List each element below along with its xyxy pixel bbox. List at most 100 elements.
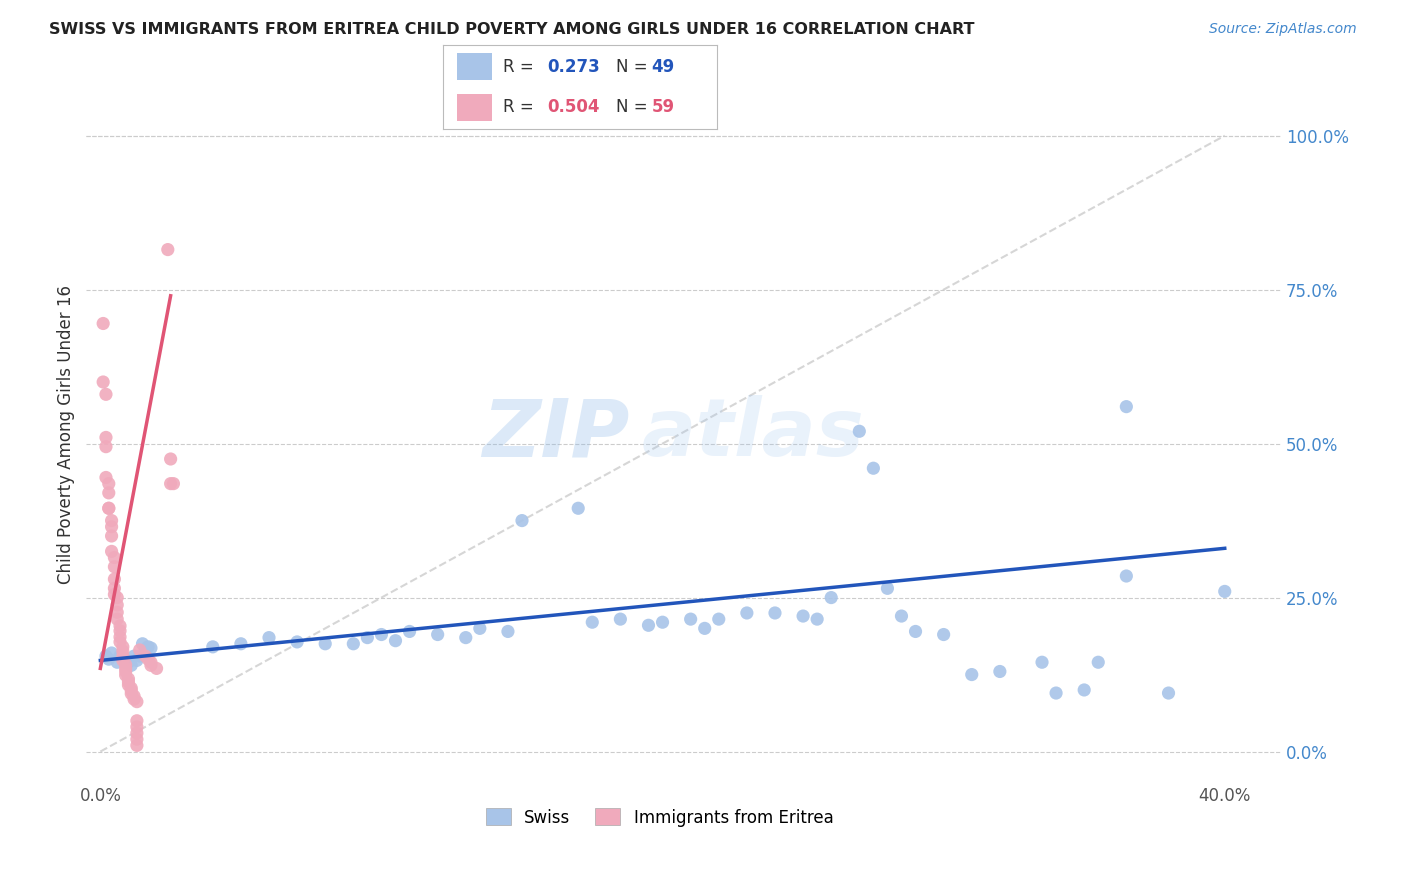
Point (122, 689, 145, 703)
Text: ZIP: ZIP (482, 395, 630, 474)
Text: 0.273: 0.273 (547, 58, 600, 76)
Point (117, 678, 139, 692)
Point (820, 591, 842, 605)
Point (120, 687, 142, 701)
Point (159, 476, 181, 491)
Point (103, 572, 125, 586)
Point (398, 624, 420, 639)
Point (120, 658, 142, 673)
Point (145, 661, 167, 675)
Point (94, 470, 117, 484)
FancyBboxPatch shape (457, 94, 492, 120)
Point (876, 582, 898, 596)
Point (108, 649, 131, 664)
Point (94, 387, 117, 401)
Point (125, 653, 148, 667)
Point (117, 675, 139, 690)
Point (105, 598, 128, 612)
Legend: Swiss, Immigrants from Eritrea: Swiss, Immigrants from Eritrea (479, 802, 841, 833)
Point (105, 612, 128, 626)
Text: SWISS VS IMMIGRANTS FROM ERITREA CHILD POVERTY AMONG GIRLS UNDER 16 CORRELATION : SWISS VS IMMIGRANTS FROM ERITREA CHILD P… (49, 22, 974, 37)
Point (136, 652, 159, 666)
Point (94, 649, 117, 664)
Point (139, 658, 162, 673)
Point (370, 627, 392, 641)
Point (117, 672, 139, 686)
Point (105, 605, 128, 619)
Point (105, 591, 128, 605)
Point (1087, 655, 1109, 669)
Point (134, 643, 156, 657)
Point (103, 587, 125, 601)
Point (581, 615, 603, 630)
Point (131, 637, 153, 651)
Point (136, 640, 159, 654)
Point (111, 649, 134, 664)
Text: atlas: atlas (641, 395, 865, 474)
Text: 49: 49 (651, 58, 675, 76)
Point (134, 649, 156, 664)
Point (806, 612, 828, 626)
Point (862, 461, 884, 475)
Point (763, 606, 786, 620)
Point (108, 624, 131, 638)
Point (114, 665, 136, 679)
Point (122, 692, 145, 706)
Point (100, 520, 122, 534)
Point (97, 501, 120, 516)
Point (108, 619, 131, 633)
Point (125, 720, 148, 734)
Point (426, 627, 449, 641)
Point (454, 631, 477, 645)
Point (125, 739, 148, 753)
Point (108, 635, 131, 649)
Point (257, 631, 280, 645)
Point (100, 646, 122, 660)
FancyBboxPatch shape (457, 54, 492, 80)
Point (114, 657, 136, 672)
Point (1073, 683, 1095, 698)
Point (1115, 400, 1137, 414)
Point (111, 644, 134, 658)
Point (159, 452, 181, 467)
Point (356, 631, 378, 645)
Point (735, 606, 758, 620)
Point (128, 643, 150, 657)
Point (97, 652, 120, 666)
Text: 0.504: 0.504 (547, 98, 599, 116)
Point (122, 649, 145, 664)
Point (103, 559, 125, 574)
Text: Source: ZipAtlas.com: Source: ZipAtlas.com (1209, 22, 1357, 37)
Point (120, 683, 142, 698)
Point (342, 637, 364, 651)
Point (94, 440, 117, 454)
Point (285, 635, 308, 649)
Point (693, 621, 716, 635)
Point (229, 637, 252, 651)
Point (125, 732, 148, 747)
Point (139, 655, 162, 669)
Point (114, 661, 136, 675)
Point (960, 667, 983, 681)
Point (91, 317, 114, 331)
Point (932, 627, 955, 641)
Point (97, 476, 120, 491)
Point (510, 514, 533, 528)
Point (100, 529, 122, 543)
Point (103, 550, 125, 565)
Point (567, 501, 589, 516)
Point (904, 624, 927, 639)
Point (792, 609, 814, 624)
Point (125, 695, 148, 709)
Point (125, 714, 148, 728)
Point (1157, 686, 1180, 700)
Point (988, 665, 1011, 679)
Point (848, 424, 870, 438)
Point (139, 641, 162, 656)
Point (108, 630, 131, 644)
Point (201, 640, 224, 654)
Point (156, 243, 179, 257)
Point (111, 640, 134, 654)
Point (117, 655, 139, 669)
Point (1045, 686, 1067, 700)
